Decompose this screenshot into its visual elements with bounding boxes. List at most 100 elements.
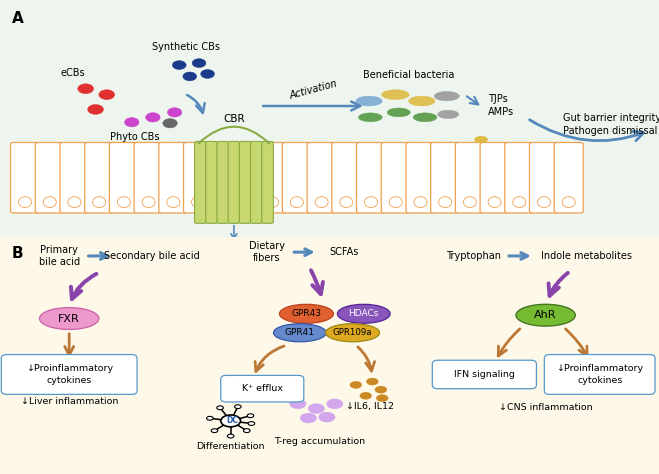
Ellipse shape [438,110,459,118]
Text: T-reg accumulation: T-reg accumulation [274,438,365,446]
Text: ↓CNS inflammation: ↓CNS inflammation [499,403,592,412]
Ellipse shape [387,108,411,117]
Ellipse shape [308,403,325,413]
Text: Gut barrier integrity
Pathogen dismissal: Gut barrier integrity Pathogen dismissal [563,113,659,136]
Ellipse shape [290,399,306,409]
FancyBboxPatch shape [183,143,213,213]
Ellipse shape [350,381,362,389]
Text: ↓Proinflammatory
cytokines: ↓Proinflammatory cytokines [26,365,113,384]
FancyBboxPatch shape [206,141,217,223]
Text: Synthetic CBs: Synthetic CBs [152,42,220,52]
Ellipse shape [340,197,353,208]
Ellipse shape [142,197,155,208]
FancyBboxPatch shape [262,141,273,223]
Ellipse shape [227,434,234,438]
Ellipse shape [516,304,575,326]
FancyBboxPatch shape [233,143,262,213]
Ellipse shape [326,324,380,342]
Ellipse shape [366,378,378,385]
FancyBboxPatch shape [221,375,304,402]
Text: HDACs: HDACs [349,310,379,318]
Ellipse shape [78,84,94,94]
FancyBboxPatch shape [250,141,262,223]
FancyBboxPatch shape [109,143,138,213]
Ellipse shape [358,113,382,122]
Ellipse shape [382,90,409,100]
Ellipse shape [163,118,177,128]
Text: Secondary bile acid: Secondary bile acid [103,251,200,261]
Ellipse shape [376,394,388,402]
FancyBboxPatch shape [194,141,206,223]
Text: Primary
bile acid: Primary bile acid [39,245,80,267]
Ellipse shape [183,72,196,81]
FancyBboxPatch shape [480,143,509,213]
FancyBboxPatch shape [307,143,336,213]
FancyBboxPatch shape [258,143,287,213]
Ellipse shape [414,197,427,208]
FancyBboxPatch shape [505,143,534,213]
FancyBboxPatch shape [283,143,312,213]
FancyBboxPatch shape [382,143,411,213]
FancyBboxPatch shape [332,143,361,213]
Ellipse shape [337,304,390,323]
Ellipse shape [513,197,526,208]
Text: Beneficial bacteria: Beneficial bacteria [363,70,454,80]
Ellipse shape [99,90,115,100]
FancyBboxPatch shape [432,360,536,389]
Text: A: A [12,11,24,26]
Ellipse shape [291,197,303,208]
FancyBboxPatch shape [35,143,65,213]
Ellipse shape [117,197,130,208]
Ellipse shape [192,59,206,67]
Ellipse shape [248,422,255,426]
Ellipse shape [463,197,476,208]
Ellipse shape [562,197,575,208]
Ellipse shape [247,414,254,418]
Text: eCBs: eCBs [60,68,85,78]
Ellipse shape [216,197,229,208]
Ellipse shape [301,413,317,423]
FancyBboxPatch shape [159,143,188,213]
Text: FXR: FXR [58,313,80,324]
Text: B: B [12,246,24,261]
FancyBboxPatch shape [11,143,40,213]
Ellipse shape [201,70,215,78]
FancyBboxPatch shape [0,234,659,474]
Ellipse shape [192,197,204,208]
Ellipse shape [173,61,186,70]
Ellipse shape [273,324,326,342]
Ellipse shape [409,96,435,106]
Ellipse shape [40,308,99,329]
Text: Phyto CBs: Phyto CBs [110,132,160,142]
Ellipse shape [125,118,139,127]
FancyBboxPatch shape [239,141,251,223]
Ellipse shape [413,113,437,122]
FancyBboxPatch shape [530,143,559,213]
Text: Activation: Activation [288,79,338,101]
FancyBboxPatch shape [544,355,655,394]
Ellipse shape [146,113,160,122]
Ellipse shape [474,136,488,143]
Ellipse shape [217,406,223,410]
Ellipse shape [244,429,250,433]
Text: Dietary
fibers: Dietary fibers [249,241,285,264]
FancyBboxPatch shape [208,143,237,213]
Text: AhR: AhR [534,310,557,320]
Ellipse shape [211,429,217,433]
Ellipse shape [279,304,333,323]
Ellipse shape [356,96,382,106]
Ellipse shape [434,91,459,101]
Ellipse shape [327,399,343,409]
FancyBboxPatch shape [60,143,89,213]
Text: ↓Liver inflammation: ↓Liver inflammation [20,398,118,406]
FancyBboxPatch shape [431,143,460,213]
FancyBboxPatch shape [357,143,386,213]
FancyBboxPatch shape [134,143,163,213]
FancyBboxPatch shape [84,143,113,213]
Ellipse shape [488,197,501,208]
Ellipse shape [375,386,387,393]
Ellipse shape [221,415,241,427]
Text: Indole metabolites: Indole metabolites [541,251,632,261]
Ellipse shape [88,104,103,114]
Ellipse shape [315,197,328,208]
